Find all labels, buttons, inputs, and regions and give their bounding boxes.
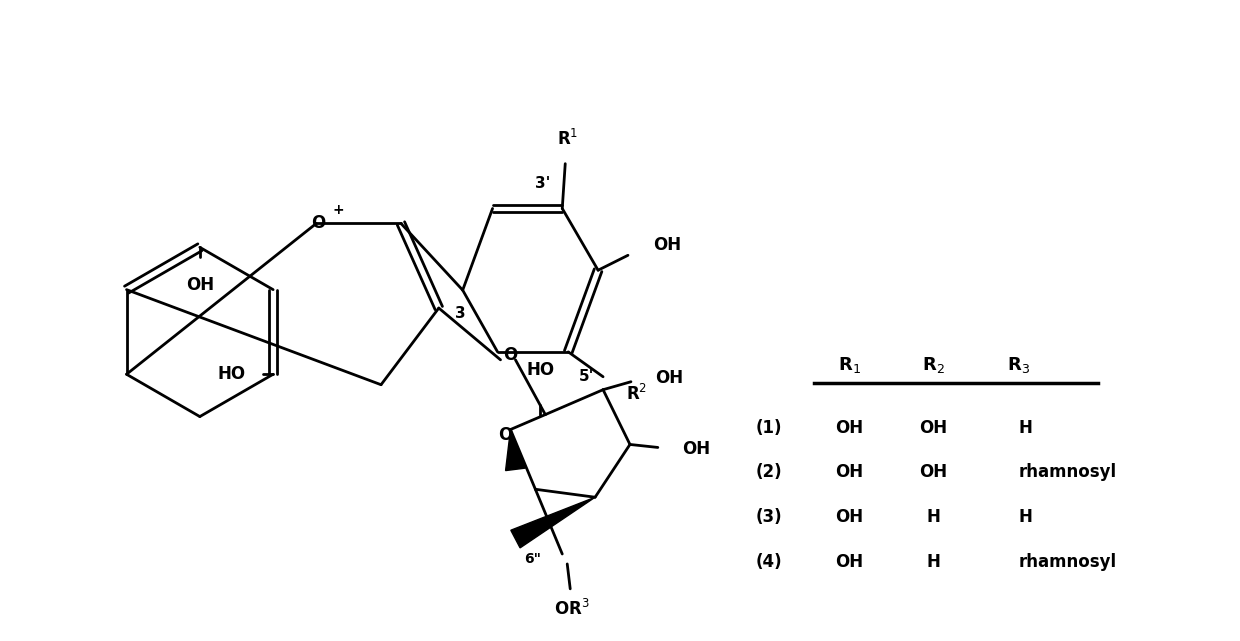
Text: HO: HO <box>526 361 554 379</box>
Text: OH: OH <box>920 419 947 437</box>
Text: H: H <box>926 553 941 571</box>
Text: OH: OH <box>920 463 947 481</box>
Text: (4): (4) <box>756 553 782 571</box>
Text: R$^1$: R$^1$ <box>557 129 578 149</box>
Text: (2): (2) <box>756 463 782 481</box>
Text: OH: OH <box>835 463 863 481</box>
Text: (3): (3) <box>756 508 782 526</box>
Text: OH: OH <box>652 237 681 254</box>
Text: R$_2$: R$_2$ <box>923 355 945 375</box>
Text: R$_3$: R$_3$ <box>1007 355 1029 375</box>
Text: OH: OH <box>835 553 863 571</box>
Text: H: H <box>1018 419 1032 437</box>
Text: 6": 6" <box>523 552 541 566</box>
Text: 3: 3 <box>455 306 466 320</box>
Text: rhamnosyl: rhamnosyl <box>1018 463 1116 481</box>
Text: +: + <box>332 203 343 217</box>
Text: OH: OH <box>835 419 863 437</box>
Text: O: O <box>311 215 325 233</box>
Polygon shape <box>511 497 595 548</box>
Text: OH: OH <box>682 440 709 458</box>
Text: OH: OH <box>186 276 213 294</box>
Text: R$_1$: R$_1$ <box>837 355 861 375</box>
Text: H: H <box>926 508 941 526</box>
Text: 3': 3' <box>534 176 551 191</box>
Text: O: O <box>503 346 517 364</box>
Text: (1): (1) <box>756 419 782 437</box>
Text: 5': 5' <box>578 369 594 384</box>
Text: OH: OH <box>655 369 683 387</box>
Text: OR$^3$: OR$^3$ <box>554 599 590 619</box>
Text: H: H <box>1018 508 1032 526</box>
Text: HO: HO <box>217 365 246 383</box>
Text: O: O <box>498 426 512 444</box>
Polygon shape <box>506 429 526 470</box>
Text: OH: OH <box>835 508 863 526</box>
Text: rhamnosyl: rhamnosyl <box>1018 553 1116 571</box>
Text: R$^2$: R$^2$ <box>626 383 647 404</box>
